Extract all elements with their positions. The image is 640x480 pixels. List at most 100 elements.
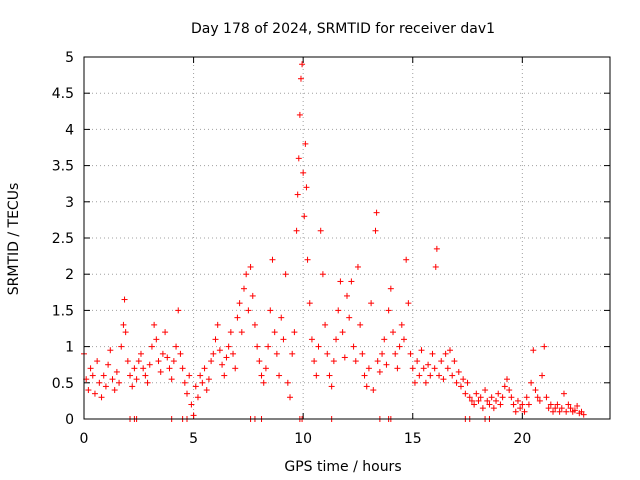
data-point-29 [142, 372, 149, 379]
data-point-132 [357, 321, 364, 328]
data-point-55 [199, 379, 206, 386]
data-point-169 [433, 245, 440, 252]
data-point-186 [471, 401, 478, 408]
data-point-91 [278, 314, 285, 321]
data-point-39 [164, 354, 171, 361]
data-point-182 [462, 390, 469, 397]
data-point-72 [236, 300, 243, 307]
data-point-51 [190, 412, 197, 419]
data-point-144 [381, 336, 388, 343]
data-point-168 [432, 263, 439, 270]
data-point-106 [302, 140, 309, 147]
x-tick-label: 15 [404, 431, 422, 447]
data-point-31 [146, 361, 153, 368]
data-point-109 [306, 300, 313, 307]
data-point-158 [411, 379, 418, 386]
data-point-140 [373, 209, 380, 216]
data-point-125 [341, 354, 348, 361]
data-point-4 [89, 372, 96, 379]
data-point-22 [127, 372, 134, 379]
data-point-93 [282, 271, 289, 278]
data-point-145 [383, 361, 390, 368]
data-point-77 [247, 263, 254, 270]
data-point-127 [346, 314, 353, 321]
data-point-117 [324, 350, 331, 357]
data-point-103 [299, 61, 306, 68]
data-point-196 [493, 397, 500, 404]
data-point-118 [326, 372, 333, 379]
data-point-129 [350, 343, 357, 350]
data-point-113 [315, 343, 322, 350]
data-point-59 [208, 358, 215, 365]
x-tick-label: 20 [513, 431, 531, 447]
data-point-27 [137, 350, 144, 357]
data-point-5 [91, 390, 98, 397]
data-point-99 [294, 191, 301, 198]
data-point-7 [96, 379, 103, 386]
data-point-146 [385, 307, 392, 314]
data-point-116 [322, 321, 329, 328]
data-point-159 [414, 358, 421, 365]
data-point-105 [301, 213, 308, 220]
data-point-26 [135, 358, 142, 365]
data-point-107 [303, 184, 310, 191]
data-point-14 [111, 387, 118, 394]
data-point-203 [508, 394, 515, 401]
data-point-183 [464, 379, 471, 386]
data-point-12 [107, 347, 114, 354]
data-point-175 [447, 347, 454, 354]
data-point-189 [477, 394, 484, 401]
data-point-63 [216, 347, 223, 354]
data-point-192 [484, 397, 491, 404]
data-point-160 [416, 372, 423, 379]
data-point-206 [514, 397, 521, 404]
data-point-199 [499, 394, 506, 401]
data-point-179 [455, 368, 462, 375]
data-point-18 [120, 321, 127, 328]
data-point-138 [370, 387, 377, 394]
data-point-208 [519, 401, 526, 408]
data-point-222 [550, 408, 557, 415]
data-point-87 [269, 256, 276, 263]
data-point-34 [153, 336, 160, 343]
data-point-163 [422, 379, 429, 386]
data-point-60 [210, 350, 217, 357]
data-point-21 [124, 358, 131, 365]
data-point-23 [129, 383, 136, 390]
data-point-165 [427, 372, 434, 379]
data-point-102 [297, 75, 304, 82]
y-tick-label: 4.5 [52, 86, 74, 102]
data-point-195 [490, 405, 497, 412]
data-point-188 [475, 397, 482, 404]
data-point-43 [173, 343, 180, 350]
data-point-90 [276, 372, 283, 379]
data-point-147 [387, 285, 394, 292]
data-point-32 [148, 343, 155, 350]
data-point-164 [425, 361, 432, 368]
data-point-142 [376, 368, 383, 375]
data-point-8 [98, 394, 105, 401]
data-point-205 [512, 408, 519, 415]
data-point-223 [552, 405, 559, 412]
data-point-6 [94, 358, 101, 365]
data-point-191 [482, 387, 489, 394]
grid [84, 57, 610, 419]
data-point-100 [295, 155, 302, 162]
axis-ticks: 0 0.5 1 1.5 2 2.5 3 3.5 4 4.5 5 0 5 10 15 20 [52, 50, 610, 447]
data-point-128 [348, 278, 355, 285]
data-point-230 [567, 405, 574, 412]
y-tick-label: 3 [65, 195, 74, 211]
data-point-150 [394, 365, 401, 372]
data-point-49 [186, 372, 193, 379]
data-point-123 [337, 278, 344, 285]
data-point-35 [155, 358, 162, 365]
data-point-236 [580, 411, 587, 418]
data-point-181 [460, 376, 467, 383]
data-point-68 [227, 329, 234, 336]
data-point-16 [116, 379, 123, 386]
data-point-135 [363, 383, 370, 390]
data-point-177 [451, 358, 458, 365]
y-tick-label: 0.5 [52, 376, 74, 392]
y-tick-label: 1 [65, 340, 74, 356]
data-point-172 [440, 376, 447, 383]
